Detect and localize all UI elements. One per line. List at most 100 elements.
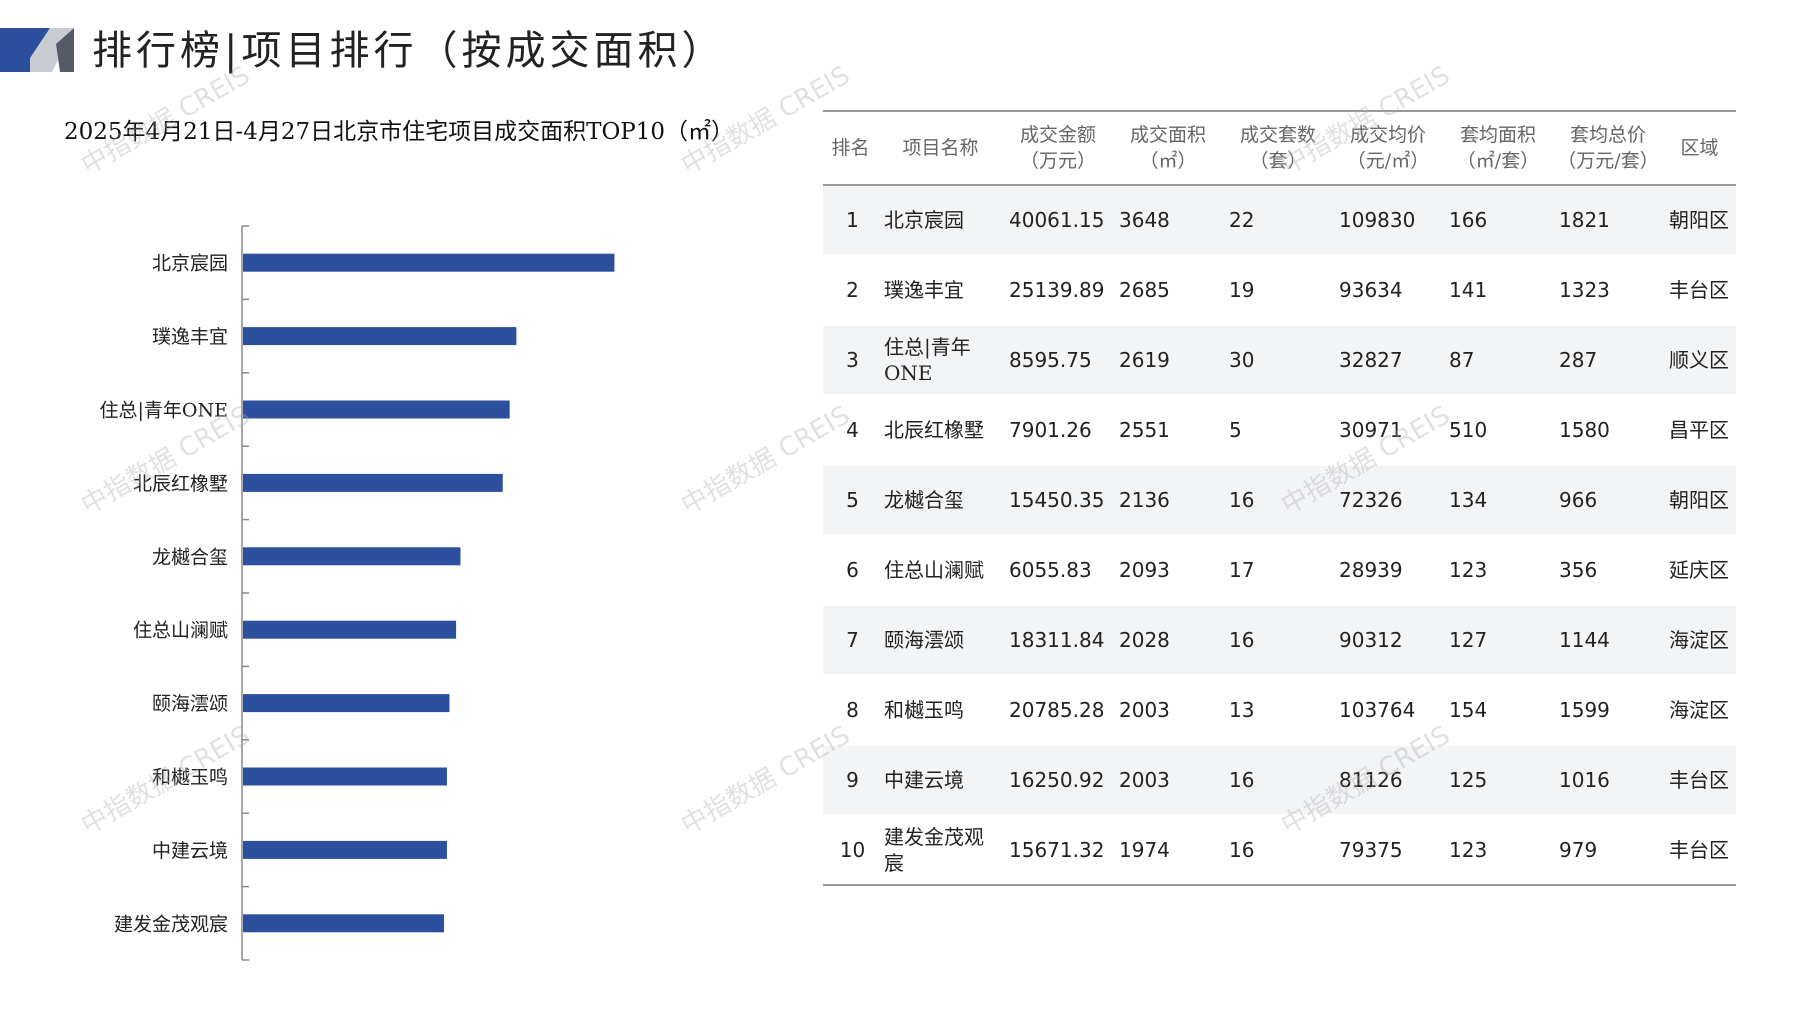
table-cell-units: 16 <box>1223 464 1333 535</box>
table-cell-amount: 16250.92 <box>1003 744 1113 815</box>
table-cell-avg-area: 123 <box>1443 534 1553 605</box>
table-cell-avg-price: 109830 <box>1333 184 1443 255</box>
table-cell-avg-price: 93634 <box>1333 254 1443 325</box>
table-cell-district: 海淀区 <box>1663 604 1736 675</box>
bar <box>243 620 457 639</box>
table-cell-area: 2093 <box>1113 534 1223 605</box>
category-label: 中建云境 <box>152 840 228 862</box>
category-label: 颐海澐颂 <box>152 693 228 715</box>
column-header-label: 成交面积 <box>1129 124 1206 146</box>
table-cell-units: 16 <box>1223 814 1333 886</box>
table-cell-district: 丰台区 <box>1663 254 1736 325</box>
table-cell-district: 昌平区 <box>1663 394 1736 465</box>
bar <box>243 473 503 492</box>
table-cell-avg-total: 966 <box>1553 464 1663 535</box>
table-cell-avg-area: 141 <box>1443 254 1553 325</box>
table-cell-avg-total: 1323 <box>1553 254 1663 325</box>
table-cell-name: 北京宸园 <box>878 184 1003 255</box>
table-cell-avg-area: 123 <box>1443 814 1553 886</box>
table-cell-avg-price: 72326 <box>1333 464 1443 535</box>
table-cell-rank: 2 <box>823 254 878 325</box>
table-cell-avg-area: 166 <box>1443 184 1553 255</box>
table-cell-avg-price: 28939 <box>1333 534 1443 605</box>
column-header: 区域 <box>1663 110 1736 186</box>
table-cell-avg-area: 127 <box>1443 604 1553 675</box>
bar <box>243 547 461 566</box>
column-header-unit: （㎡/套） <box>1456 150 1540 172</box>
table-row: 8 和樾玉鸣 20785.28 2003 13 103764 154 1599 海淀区 <box>823 674 1736 745</box>
table-cell-name: 建发金茂观宸 <box>878 814 1003 886</box>
table-body: 1 北京宸园 40061.15 3648 22 109830 166 1821 朝阳区 2 璞逸丰宜… <box>823 184 1736 886</box>
table-row: 5 龙樾合玺 15450.35 2136 16 72326 134 966 朝阳区 <box>823 464 1736 535</box>
table-cell-amount: 25139.89 <box>1003 254 1113 325</box>
table-cell-rank: 9 <box>823 744 878 815</box>
table-cell-rank: 3 <box>823 324 878 395</box>
column-header-label: 成交金额 <box>1019 124 1096 146</box>
table-cell-district: 海淀区 <box>1663 674 1736 745</box>
table-cell-district: 丰台区 <box>1663 744 1736 815</box>
table-row: 7 颐海澐颂 18311.84 2028 16 90312 127 1144 海淀区 <box>823 604 1736 675</box>
column-header: 项目名称 <box>878 110 1003 186</box>
category-label: 龙樾合玺 <box>152 546 228 568</box>
table-cell-area: 2619 <box>1113 324 1223 395</box>
table-row: 10 建发金茂观宸 15671.32 1974 16 79375 123 979 丰台区 <box>823 814 1736 886</box>
table-cell-name: 颐海澐颂 <box>878 604 1003 675</box>
column-header-unit: （万元/套） <box>1557 150 1659 172</box>
table-cell-units: 30 <box>1223 324 1333 395</box>
table-cell-avg-price: 79375 <box>1333 814 1443 886</box>
table-cell-area: 2028 <box>1113 604 1223 675</box>
table-cell-area: 2003 <box>1113 674 1223 745</box>
bar <box>243 694 450 713</box>
table-cell-rank: 8 <box>823 674 878 745</box>
column-header-label: 套均面积 <box>1459 124 1536 146</box>
table-cell-avg-total: 356 <box>1553 534 1663 605</box>
table-cell-area: 3648 <box>1113 184 1223 255</box>
table-cell-name: 中建云境 <box>878 744 1003 815</box>
table-cell-avg-total: 1144 <box>1553 604 1663 675</box>
table-cell-amount: 18311.84 <box>1003 604 1113 675</box>
logo-icon <box>0 28 74 72</box>
column-header: 成交面积 （㎡） <box>1113 110 1223 186</box>
category-label: 住总山澜赋 <box>133 620 228 642</box>
table-cell-avg-area: 87 <box>1443 324 1553 395</box>
bar <box>243 840 447 859</box>
bar <box>243 253 615 272</box>
table-cell-units: 19 <box>1223 254 1333 325</box>
table-row: 9 中建云境 16250.92 2003 16 81126 125 1016 丰台区 <box>823 744 1736 815</box>
column-header-unit: （万元） <box>1019 150 1096 172</box>
column-header: 成交金额 （万元） <box>1003 110 1113 186</box>
table-cell-rank: 5 <box>823 464 878 535</box>
table-cell-amount: 15450.35 <box>1003 464 1113 535</box>
table-cell-avg-price: 90312 <box>1333 604 1443 675</box>
category-label: 住总|青年ONE <box>100 400 228 422</box>
table-cell-name: 住总|青年ONE <box>878 324 1003 395</box>
column-header-unit: （元/㎡） <box>1346 150 1430 172</box>
ranking-table: 排名 项目名称 成交金额 （万元） 成交面积 （㎡） 成交套数 （套） 成交均价 （元/㎡） 套均面… <box>823 110 1736 886</box>
column-header: 套均面积 （㎡/套） <box>1443 110 1553 186</box>
table-cell-avg-price: 32827 <box>1333 324 1443 395</box>
table-cell-avg-price: 81126 <box>1333 744 1443 815</box>
bar <box>243 914 444 933</box>
table-cell-avg-total: 1580 <box>1553 394 1663 465</box>
category-label: 北京宸园 <box>152 253 228 275</box>
column-header-label: 套均总价 <box>1569 124 1646 146</box>
table-cell-avg-total: 1821 <box>1553 184 1663 255</box>
column-header-unit: （㎡） <box>1139 150 1197 172</box>
table-cell-rank: 10 <box>823 814 878 886</box>
table-cell-avg-area: 125 <box>1443 744 1553 815</box>
table-cell-avg-area: 134 <box>1443 464 1553 535</box>
column-header: 成交均价 （元/㎡） <box>1333 110 1443 186</box>
table-cell-amount: 20785.28 <box>1003 674 1113 745</box>
table-cell-name: 龙樾合玺 <box>878 464 1003 535</box>
table-cell-avg-price: 30971 <box>1333 394 1443 465</box>
table-cell-units: 17 <box>1223 534 1333 605</box>
table-cell-district: 朝阳区 <box>1663 464 1736 535</box>
table-cell-avg-total: 1016 <box>1553 744 1663 815</box>
table-cell-amount: 40061.15 <box>1003 184 1113 255</box>
table-cell-name: 璞逸丰宜 <box>878 254 1003 325</box>
column-header-label: 成交均价 <box>1349 124 1426 146</box>
category-label: 和樾玉鸣 <box>152 767 228 789</box>
table-cell-name: 北辰红橡墅 <box>878 394 1003 465</box>
table-cell-rank: 7 <box>823 604 878 675</box>
